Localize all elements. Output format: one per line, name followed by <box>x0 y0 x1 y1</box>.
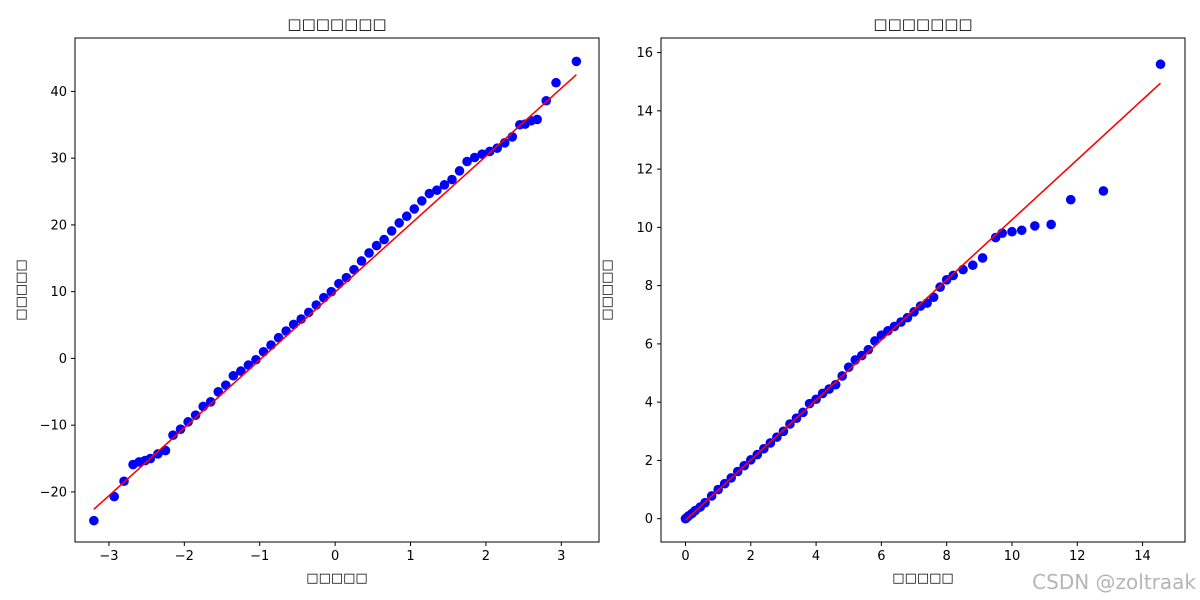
x-axis-label: □□□□□ <box>306 571 367 586</box>
x-tick-label: −3 <box>99 549 118 564</box>
data-point <box>492 143 503 153</box>
x-tick-label: 1 <box>406 549 414 564</box>
x-tick-label: −1 <box>250 549 269 564</box>
data-point <box>902 312 913 323</box>
x-tick-label: 3 <box>557 549 565 564</box>
x-tick-label: 4 <box>812 549 820 564</box>
data-point <box>364 248 374 258</box>
data-point <box>909 307 919 317</box>
data-point <box>205 397 216 407</box>
x-axis-label: □□□□□ <box>892 571 953 586</box>
x-tick-label: 10 <box>1004 549 1021 564</box>
data-point <box>1007 226 1017 237</box>
y-tick-label: 14 <box>636 104 653 119</box>
data-point <box>977 253 988 263</box>
data-point <box>281 326 291 336</box>
data-point <box>160 445 171 456</box>
qq-panel-2: 0 2 4 6 8 10 12 140246810121416□□□□□□□□□□□□□□□□… <box>600 15 1186 586</box>
y-tick-label: 0 <box>645 512 653 527</box>
reference-line <box>684 82 1162 521</box>
y-axis-label: □□□□□ <box>600 259 615 320</box>
y-tick-label: 2 <box>645 454 653 469</box>
y-tick-label: 20 <box>50 218 67 233</box>
data-point <box>153 449 163 459</box>
data-point <box>266 340 276 350</box>
data-point <box>454 166 465 176</box>
data-point <box>273 332 284 343</box>
x-tick-label: 12 <box>1069 549 1086 564</box>
data-point <box>183 417 193 427</box>
data-point <box>1030 221 1040 231</box>
data-point <box>228 370 239 381</box>
y-tick-label: 0 <box>59 352 67 367</box>
data-point <box>439 180 450 190</box>
data-point <box>967 260 978 271</box>
data-point <box>417 196 427 206</box>
data-point <box>863 344 874 355</box>
data-point <box>532 114 542 125</box>
data-point <box>356 256 367 266</box>
chart-title: □□□□□□□ <box>873 15 972 33</box>
data-point <box>379 234 389 245</box>
data-point <box>424 188 435 199</box>
data-point <box>1155 59 1166 70</box>
x-tick-label: −2 <box>175 549 194 564</box>
chart-title: □□□□□□□ <box>287 15 386 33</box>
reference-line <box>93 74 577 510</box>
x-tick-label: 2 <box>482 549 490 564</box>
data-point <box>394 218 405 228</box>
x-tick-label: 0 <box>331 549 339 564</box>
y-axis-label: □□□□□ <box>14 259 29 320</box>
data-point <box>484 146 495 157</box>
data-point <box>843 362 854 373</box>
y-tick-label: 4 <box>645 396 653 411</box>
y-tick-label: 40 <box>50 85 67 100</box>
x-tick-label: 14 <box>1134 549 1151 564</box>
data-point <box>371 240 382 251</box>
y-tick-label: 12 <box>636 163 653 178</box>
y-tick-label: 8 <box>645 279 653 294</box>
data-point <box>447 174 457 185</box>
data-point <box>401 211 412 222</box>
data-point <box>1065 194 1076 205</box>
y-tick-label: −10 <box>40 419 67 434</box>
data-point <box>319 292 329 303</box>
y-tick-label: −20 <box>40 485 67 500</box>
y-tick-label: 10 <box>636 221 653 236</box>
x-tick-label: 2 <box>747 549 755 564</box>
data-point <box>190 410 201 420</box>
y-tick-label: 16 <box>636 46 653 61</box>
data-point <box>109 491 120 502</box>
y-tick-label: 10 <box>50 285 67 300</box>
data-point <box>89 515 99 526</box>
data-point <box>334 278 344 289</box>
data-point <box>236 366 246 376</box>
data-point <box>258 346 269 357</box>
x-tick-label: 0 <box>681 549 689 564</box>
data-point <box>432 185 442 196</box>
data-point <box>168 430 178 440</box>
data-point <box>469 152 480 163</box>
watermark-text: CSDN @zoltraak <box>1032 570 1196 594</box>
data-point <box>386 226 397 236</box>
data-point <box>948 270 958 281</box>
y-tick-label: 30 <box>50 152 67 167</box>
data-point <box>1046 219 1056 230</box>
x-tick-label: 6 <box>877 549 885 564</box>
data-point <box>175 424 186 434</box>
data-point <box>409 204 420 214</box>
y-tick-label: 6 <box>645 337 653 352</box>
data-point <box>551 77 561 88</box>
data-point <box>303 307 314 318</box>
data-point <box>1016 225 1027 236</box>
data-point <box>958 264 968 275</box>
x-tick-label: 8 <box>943 549 951 564</box>
data-point <box>571 56 582 67</box>
data-point <box>1098 186 1109 196</box>
data-point <box>830 379 841 390</box>
data-point <box>856 350 867 361</box>
qq-panel-1: −3 −2 −1 0 1 2 3−20−10010203040□□□□□□□□□□□□□□□… <box>14 15 600 586</box>
data-point <box>462 156 472 167</box>
